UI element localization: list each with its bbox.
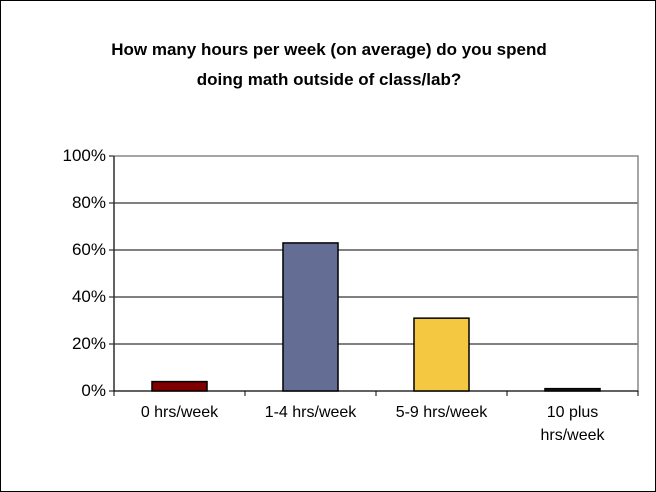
y-tick-label: 80% [71,193,106,212]
bar [282,242,339,392]
y-tick-label: 0% [81,381,106,400]
bar [544,387,601,392]
x-tick-label: 5-9 hrs/week [395,404,488,421]
y-tick-label: 60% [71,240,106,259]
bar [413,317,470,392]
y-tick-label: 40% [71,287,106,306]
y-tick-label: 20% [71,334,106,353]
bar [151,380,208,392]
x-tick-label: 0 hrs/week [140,404,219,421]
y-tick-label: 100% [62,146,106,165]
x-tick-label: 10 plus hrs/week [540,404,605,444]
x-tick-label: 1-4 hrs/week [264,404,357,421]
chart-title: How many hours per week (on average) do … [111,40,547,89]
plot-border [113,155,639,392]
